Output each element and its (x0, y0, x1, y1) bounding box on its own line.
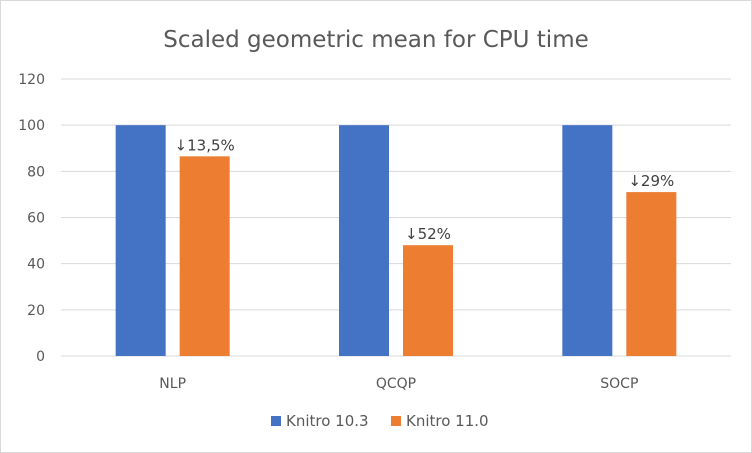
y-tick-label: 0 (36, 349, 45, 365)
y-axis-ticks: 0 20 40 60 80 100 120 (18, 72, 45, 365)
y-tick-label: 60 (27, 211, 45, 227)
bars (115, 125, 677, 357)
bar-socp-series-2 (626, 192, 677, 356)
legend: Knitro 10.3 Knitro 11.0 (271, 412, 489, 430)
x-axis-categories: NLP QCQP SOCP (159, 376, 638, 392)
x-category-label: QCQP (376, 376, 416, 392)
bar-qcqp-series-2 (403, 245, 453, 356)
gridlines (61, 78, 731, 357)
legend-label: Knitro 10.3 (286, 412, 369, 430)
y-tick-label: 100 (18, 118, 45, 134)
x-category-label: NLP (159, 376, 186, 392)
legend-swatch (271, 416, 281, 426)
x-category-label: SOCP (600, 376, 638, 392)
bar-socp-series-1 (562, 125, 613, 357)
y-tick-label: 80 (27, 164, 45, 180)
bar-nlp-series-2 (179, 156, 230, 356)
chart-title: Scaled geometric mean for CPU time (163, 27, 589, 53)
y-tick-label: 20 (27, 303, 45, 319)
y-tick-label: 40 (27, 257, 45, 273)
legend-label: Knitro 11.0 (406, 412, 489, 430)
bar-qcqp-series-1 (339, 125, 389, 357)
y-tick-label: 120 (18, 72, 45, 88)
data-label: ↓29% (628, 172, 674, 190)
data-labels: ↓13,5% ↓52% ↓29% (175, 136, 675, 243)
legend-swatch (391, 416, 401, 426)
bar-nlp-series-1 (115, 125, 166, 357)
data-label: ↓52% (405, 225, 451, 243)
data-label: ↓13,5% (175, 136, 235, 154)
